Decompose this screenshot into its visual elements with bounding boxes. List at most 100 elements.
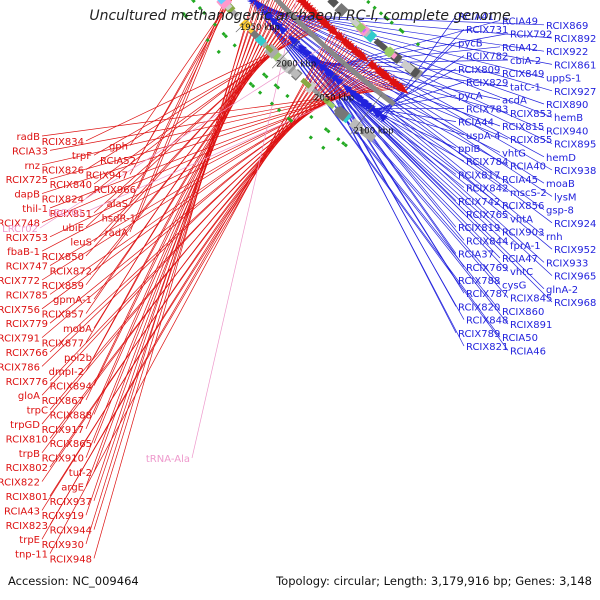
gene-label-rcix930[interactable]: RCIX930 bbox=[42, 540, 84, 551]
gene-label-rcix765[interactable]: RCIX765 bbox=[466, 210, 508, 221]
gene-label-vhta[interactable]: vhtA bbox=[510, 214, 533, 225]
gene-label-rcix859[interactable]: RCIX859 bbox=[42, 281, 84, 292]
gene-label-rcix944[interactable]: RCIX944 bbox=[50, 526, 92, 537]
gene-label-rcix848[interactable]: RCIX848 bbox=[466, 316, 508, 327]
gene-label-fpra-1[interactable]: fprA-1 bbox=[510, 241, 541, 252]
gene-label-rcix872[interactable]: RCIX872 bbox=[50, 266, 92, 277]
gene-label-dapb[interactable]: dapB bbox=[14, 190, 40, 201]
gene-label-rcia46[interactable]: RCIA46 bbox=[510, 346, 546, 357]
gene-label-rcix753[interactable]: RCIX753 bbox=[6, 233, 48, 244]
gene-label-rcix810[interactable]: RCIX810 bbox=[6, 434, 48, 445]
gene-label-rcix823[interactable]: RCIX823 bbox=[6, 521, 48, 532]
gene-label-rcia45[interactable]: RCIA45 bbox=[502, 175, 538, 186]
gene-label-rcix791[interactable]: RCIX791 bbox=[0, 334, 40, 345]
gene-label-rcix849[interactable]: RCIX849 bbox=[502, 69, 544, 80]
gene-label-rcix844[interactable]: RCIX844 bbox=[466, 236, 508, 247]
gene-label-trpgd[interactable]: trpGD bbox=[10, 420, 40, 431]
gene-label-lysm[interactable]: lysM bbox=[554, 192, 577, 203]
gene-label-rcix785[interactable]: RCIX785 bbox=[6, 290, 48, 301]
gene-label-moba[interactable]: mobA bbox=[63, 324, 92, 335]
gene-label-rcix819[interactable]: RCIX819 bbox=[458, 223, 500, 234]
gene-label-rcix766[interactable]: RCIX766 bbox=[6, 348, 48, 359]
gene-label-rcix888[interactable]: RCIX888 bbox=[50, 410, 92, 421]
gene-label-rcix865[interactable]: RCIX865 bbox=[50, 439, 92, 450]
gene-label-rada[interactable]: radA bbox=[105, 228, 129, 239]
gene-label-gsp-8[interactable]: gsp-8 bbox=[546, 206, 574, 217]
gene-label-cysg[interactable]: cysG bbox=[502, 280, 526, 291]
gene-label-hemb[interactable]: hemB bbox=[554, 113, 583, 124]
gene-label-rcix919[interactable]: RCIX919 bbox=[42, 511, 84, 522]
gene-label-rcix860[interactable]: RCIX860 bbox=[502, 307, 544, 318]
gene-label-rcix952[interactable]: RCIX952 bbox=[554, 245, 596, 256]
gene-label-rcix968[interactable]: RCIX968 bbox=[554, 298, 596, 309]
gene-label-rcix776[interactable]: RCIX776 bbox=[6, 377, 48, 388]
gene-label-tuf-2[interactable]: tuf-2 bbox=[69, 468, 92, 479]
gene-label-rcia43[interactable]: RCIA43 bbox=[4, 506, 40, 517]
gene-label-rcia41[interactable]: RCIA41 bbox=[458, 12, 494, 23]
gene-label-pyca[interactable]: pycA bbox=[458, 91, 483, 102]
gene-label-rcix857[interactable]: RCIX857 bbox=[42, 310, 84, 321]
gene-label-rcix817[interactable]: RCIX817 bbox=[458, 170, 500, 181]
gene-label-rcix891[interactable]: RCIX891 bbox=[510, 320, 552, 331]
gene-label-rcix801[interactable]: RCIX801 bbox=[6, 492, 48, 503]
gene-label-rcix861[interactable]: RCIX861 bbox=[554, 60, 596, 71]
gene-label-rcix787[interactable]: RCIX787 bbox=[466, 289, 508, 300]
gene-label-arge[interactable]: argE bbox=[61, 482, 84, 493]
gene-label-rcix756[interactable]: RCIX756 bbox=[0, 305, 40, 316]
gene-label-rcix842[interactable]: RCIX842 bbox=[466, 184, 508, 195]
gene-label-poi2b[interactable]: poi2b bbox=[64, 353, 92, 364]
gene-label-rcix924[interactable]: RCIX924 bbox=[554, 219, 596, 230]
gene-label-rcia47[interactable]: RCIA47 bbox=[502, 254, 538, 265]
gene-label-hemd[interactable]: hemD bbox=[546, 153, 576, 164]
gene-label-rnz[interactable]: rnz bbox=[24, 161, 40, 172]
gene-label-rcia33[interactable]: RCIA33 bbox=[12, 146, 48, 157]
gene-label-thil-1[interactable]: thil-1 bbox=[22, 204, 48, 215]
gene-label-rcix742[interactable]: RCIX742 bbox=[458, 197, 500, 208]
gene-label-trpe[interactable]: trpE bbox=[19, 535, 40, 546]
gene-label-tnp-11[interactable]: tnp-11 bbox=[15, 550, 48, 561]
gene-label-radb[interactable]: radB bbox=[17, 132, 41, 143]
gene-label-rcix937[interactable]: RCIX937 bbox=[50, 497, 92, 508]
gene-label-rcix779[interactable]: RCIX779 bbox=[6, 319, 48, 330]
gene-label-rcix850[interactable]: RCIX850 bbox=[42, 252, 84, 263]
gene-label-gpma-1[interactable]: gpmA-1 bbox=[53, 295, 92, 306]
gene-label-rcix869[interactable]: RCIX869 bbox=[546, 21, 588, 32]
gene-label-rcix966[interactable]: RCIX966 bbox=[94, 185, 136, 196]
gene-label-rcix840[interactable]: RCIX840 bbox=[50, 180, 92, 191]
gene-label-rcix855[interactable]: RCIX855 bbox=[510, 135, 552, 146]
gene-label-rcix938[interactable]: RCIX938 bbox=[554, 166, 596, 177]
gene-label-rcix903[interactable]: RCIX903 bbox=[502, 228, 544, 239]
gene-label-rcix948[interactable]: RCIX948 bbox=[50, 554, 92, 565]
gene-label-upps-1[interactable]: uppS-1 bbox=[546, 74, 581, 85]
gene-label-rcix851[interactable]: RCIX851 bbox=[50, 209, 92, 220]
gene-label-moab[interactable]: moaB bbox=[546, 179, 575, 190]
gene-label-rcix792[interactable]: RCIX792 bbox=[510, 30, 552, 41]
gene-label-rcix822[interactable]: RCIX822 bbox=[0, 478, 40, 489]
gene-label-mscs-2[interactable]: mscS-2 bbox=[510, 188, 547, 199]
gene-label-rcix821[interactable]: RCIX821 bbox=[466, 342, 508, 353]
gene-label-vhtg[interactable]: vhtG bbox=[502, 148, 526, 159]
gene-label-acda[interactable]: acdA bbox=[502, 96, 527, 107]
gene-label-rcix789[interactable]: RCIX789 bbox=[458, 329, 500, 340]
gene-label-rcix815[interactable]: RCIX815 bbox=[502, 122, 544, 133]
gene-label-rcia52[interactable]: RCIA52 bbox=[100, 156, 136, 167]
gene-label-rcix853[interactable]: RCIX853 bbox=[510, 109, 552, 120]
gene-label-hsdr-1[interactable]: hsdR-1 bbox=[102, 214, 136, 225]
gene-label-gloa[interactable]: gloA bbox=[18, 391, 40, 402]
gene-label-rcix829[interactable]: RCIX829 bbox=[466, 78, 508, 89]
gene-label-rcix856[interactable]: RCIX856 bbox=[502, 201, 544, 212]
gene-label-rcix834[interactable]: RCIX834 bbox=[42, 137, 84, 148]
gene-label-rcix947[interactable]: RCIX947 bbox=[86, 170, 128, 181]
gene-label-alas[interactable]: alaS bbox=[107, 199, 128, 210]
rna-label-lrcr02[interactable]: LRCr02 bbox=[2, 224, 38, 235]
rna-label-lrcr01[interactable]: LRCr01 bbox=[48, 208, 84, 219]
gene-label-rcix820[interactable]: RCIX820 bbox=[458, 302, 500, 313]
gene-label-rcix877[interactable]: RCIX877 bbox=[42, 338, 84, 349]
gene-label-rcia49[interactable]: RCIA49 bbox=[502, 16, 538, 27]
gene-label-rcix845[interactable]: RCIX845 bbox=[510, 294, 552, 305]
gene-label-ppib[interactable]: ppiB bbox=[458, 144, 480, 155]
gene-label-trpc[interactable]: trpC bbox=[27, 406, 48, 417]
gene-label-rcia42[interactable]: RCIA42 bbox=[502, 43, 538, 54]
gene-label-rcia37[interactable]: RCIA37 bbox=[458, 250, 494, 261]
gene-label-rcix788[interactable]: RCIX788 bbox=[458, 276, 500, 287]
